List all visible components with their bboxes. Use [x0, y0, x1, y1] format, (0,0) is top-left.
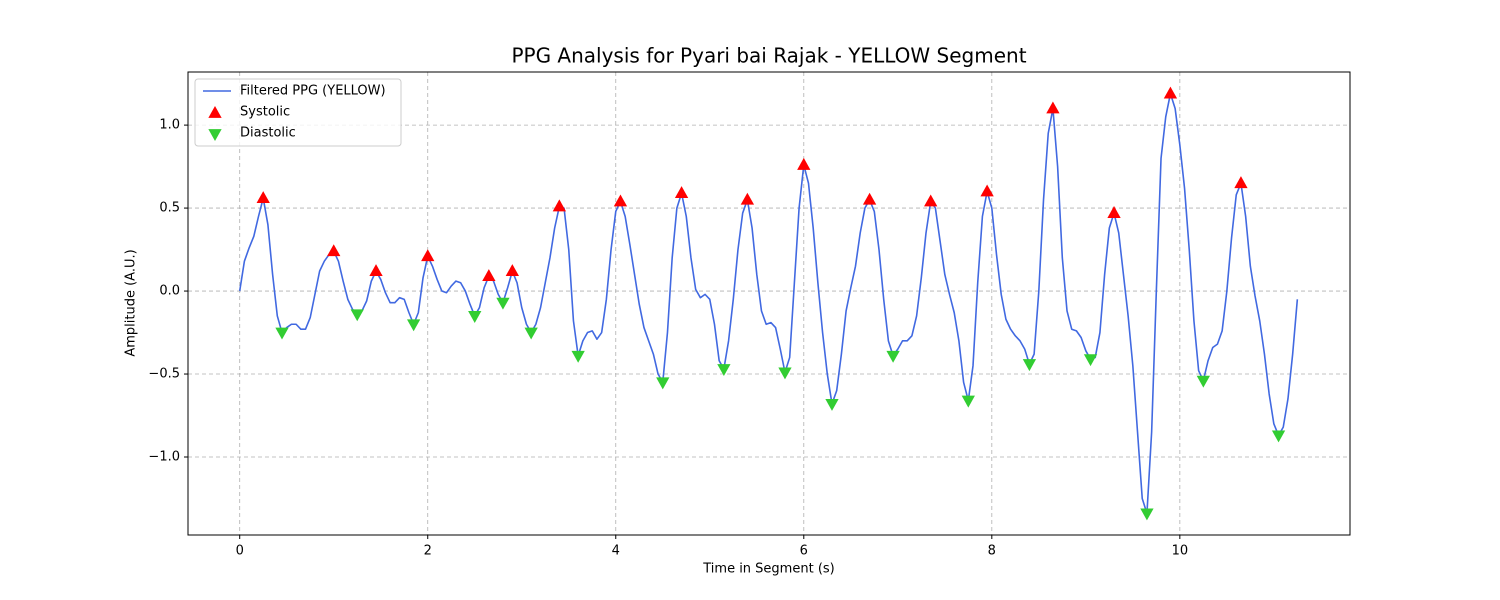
x-axis-label: Time in Segment (s) — [702, 562, 834, 577]
data-line — [238, 92, 1299, 515]
marker — [961, 395, 975, 408]
chart-title: PPG Analysis for Pyari bai Rajak - YELLO… — [511, 44, 1026, 68]
y-axis-label: Amplitude (A.U.) — [124, 249, 139, 356]
x-tick-label: 8 — [988, 544, 996, 559]
y-tick-label: 1.0 — [159, 118, 180, 133]
y-tick-label: −1.0 — [148, 450, 180, 465]
marker — [656, 377, 670, 390]
marker — [797, 157, 811, 170]
marker — [1163, 86, 1178, 99]
marker — [1271, 430, 1286, 443]
marker — [496, 297, 510, 310]
marker — [256, 191, 270, 204]
marker — [1140, 508, 1154, 521]
marker — [275, 327, 289, 340]
marker — [571, 350, 585, 363]
x-tick-label: 0 — [236, 544, 244, 559]
marker — [825, 398, 839, 411]
marker — [1083, 354, 1098, 367]
marker — [1107, 206, 1121, 218]
marker — [886, 350, 900, 363]
marker — [862, 192, 877, 205]
marker — [1022, 359, 1037, 372]
marker — [1234, 176, 1248, 189]
plot-frame — [187, 71, 1351, 536]
legend-box — [194, 78, 402, 147]
legend-label: Diastolic — [240, 126, 296, 141]
marker — [482, 269, 496, 282]
y-tick-label: 0.0 — [159, 284, 180, 299]
marker — [552, 199, 567, 212]
marker — [980, 184, 994, 197]
x-tick-label: 10 — [1172, 544, 1189, 559]
marker — [327, 244, 341, 257]
y-tick-label: −0.5 — [148, 367, 180, 382]
marker — [740, 192, 755, 205]
marker — [369, 264, 383, 277]
marker — [717, 364, 731, 377]
marker — [613, 194, 628, 207]
marker — [468, 311, 482, 323]
marker — [1196, 375, 1210, 388]
legend: Filtered PPG (YELLOW) Systolic Diastolic — [194, 78, 402, 147]
x-tick-label: 4 — [612, 544, 620, 559]
marker — [350, 309, 364, 322]
marker — [674, 186, 689, 199]
x-tick-label: 6 — [800, 544, 808, 559]
legend-label: Filtered PPG (YELLOW) — [240, 84, 386, 99]
marker — [524, 327, 538, 340]
marker — [505, 264, 519, 277]
legend-swatch — [208, 106, 222, 118]
legend-swatch — [208, 129, 222, 141]
x-tick-label: 2 — [424, 544, 432, 559]
grid — [188, 72, 1350, 535]
legend-label: Systolic — [240, 105, 290, 120]
marker — [421, 249, 435, 262]
marker — [406, 319, 421, 332]
marker — [924, 194, 938, 207]
y-tick-label: 0.5 — [159, 201, 180, 216]
marker — [1046, 101, 1060, 114]
marker — [778, 367, 792, 380]
